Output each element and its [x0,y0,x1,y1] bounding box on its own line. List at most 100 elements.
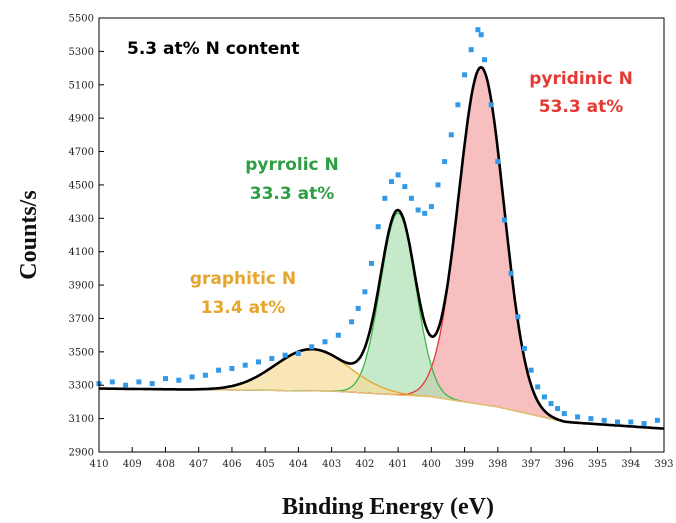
data-point [455,102,461,108]
data-point [335,332,341,338]
pyrrolic-label: pyrrolic N [245,155,339,175]
data-point [389,179,394,185]
data-point [309,344,315,350]
y-tick-label: 3700 [69,314,94,325]
plot-frame [98,17,665,453]
data-point [462,72,468,78]
y-axis-ticks: 2900 3100 3300 3500 3700 3900 4100 4300 4500 4700… [69,14,104,459]
data-point [123,382,129,388]
data-point [395,172,401,178]
x-tick-label: 400 [422,459,441,470]
data-point [355,305,361,311]
y-tick-label: 5100 [69,80,94,91]
data-point [528,367,534,373]
data-point [521,346,527,351]
data-point [256,359,261,365]
pyridinic-label: pyridinic N [529,69,633,89]
data-point [561,411,567,417]
data-point [382,195,388,201]
data-point [216,367,222,373]
content-annotation: 5.3 at% N content [127,39,299,59]
data-point [322,339,328,345]
y-tick-label: 4700 [69,147,94,158]
data-point [482,57,487,63]
data-point [282,352,288,358]
y-tick-label: 3100 [69,414,94,425]
x-tick-label: 397 [522,459,541,470]
data-point [601,417,607,423]
x-tick-label: 399 [455,459,474,470]
x-tick-label: 404 [289,459,308,470]
data-point [468,47,474,53]
pyridinic-percent: 53.3 at% [539,97,624,117]
y-tick-label: 4100 [69,247,94,258]
data-point [369,260,374,266]
data-point [588,416,594,422]
data-point [641,421,647,427]
y-tick-label: 4900 [69,114,94,125]
y-tick-label: 5500 [69,14,94,25]
data-point [615,419,620,425]
y-tick-label: 5300 [69,47,94,58]
x-tick-label: 403 [322,459,341,470]
x-tick-label: 408 [156,459,175,470]
data-point [495,159,501,165]
data-point [375,224,381,230]
data-point [508,270,514,276]
data-point [349,319,355,325]
pyrrolic-fill [99,213,664,429]
data-point [442,159,448,165]
data-point [555,406,561,412]
data-point [362,289,368,295]
x-tick-label: 398 [488,459,507,470]
x-tick-label: 407 [189,459,208,470]
data-point [502,217,507,223]
data-point [628,419,634,425]
data-point [402,184,408,190]
data-point [535,384,541,390]
x-tick-label: 395 [588,459,607,470]
y-tick-label: 3900 [69,281,94,292]
data-point [229,366,235,371]
data-point [269,356,275,361]
data-point [428,204,434,210]
data-point [422,210,428,216]
x-tick-label: 405 [256,459,275,470]
data-point [295,351,301,356]
data-point [189,374,195,380]
data-point [575,414,581,420]
y-tick-label: 2900 [69,448,94,459]
data-point [163,376,168,382]
pyrrolic-percent: 33.3 at% [250,184,335,204]
graphitic-label: graphitic N [190,269,296,289]
data-point [475,27,481,33]
data-point [654,417,660,423]
x-axis-label: Binding Energy (eV) [282,494,494,520]
x-axis-ticks: 410 409 408 407 406 405 404 403 402 401 400 399 398 3… [89,447,674,470]
data-point [478,32,484,38]
x-tick-label: 409 [123,459,142,470]
graphitic-percent: 13.4 at% [201,298,286,318]
y-axis-label: Counts/s [16,190,42,279]
data-point [242,362,248,368]
measured-points [96,27,660,427]
data-point [176,377,182,383]
component-fills [99,67,664,429]
envelope-curve [99,65,665,430]
data-point [415,207,421,213]
x-tick-label: 393 [654,459,673,470]
data-point [109,379,115,385]
data-point [541,394,547,400]
data-point [136,379,142,385]
y-tick-label: 3500 [69,347,94,358]
x-tick-label: 394 [621,459,640,470]
data-point [488,102,494,108]
x-tick-label: 396 [555,459,574,470]
data-point [448,132,454,138]
data-point [408,195,414,201]
component-lines [99,65,665,430]
y-tick-label: 4500 [69,180,94,191]
y-tick-label: 4300 [69,214,94,225]
graphitic-fill [99,349,664,429]
